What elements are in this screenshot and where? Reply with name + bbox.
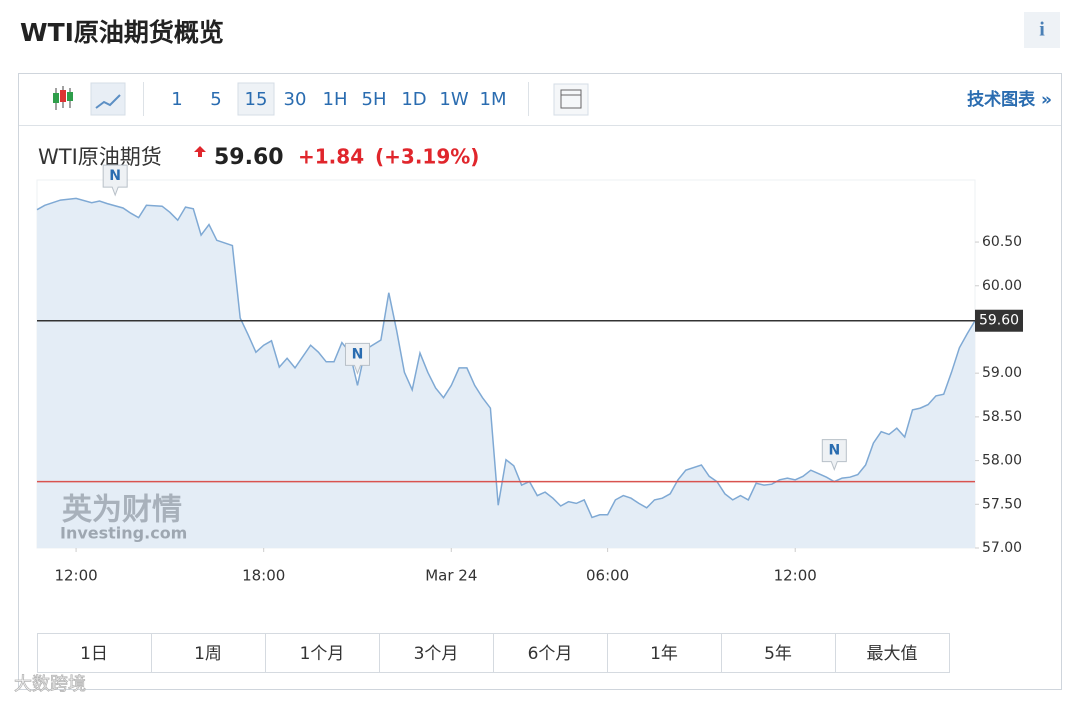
footer-watermark: 大数跨境 (14, 674, 86, 695)
range-label: 1年 (650, 644, 678, 664)
range-button[interactable] (265, 633, 380, 673)
interval-button[interactable]: 1D (401, 89, 426, 110)
news-marker-label: N (352, 346, 364, 362)
last-price-box (975, 309, 1023, 332)
range-label: 1周 (194, 644, 222, 664)
interval-button[interactable]: 30 (284, 89, 307, 110)
y-tick-label: 57.50 (982, 496, 1022, 512)
interval-button[interactable]: 1H (323, 89, 348, 110)
interval-button[interactable]: 1 (171, 89, 182, 110)
quote-name: WTI原油期货 (38, 145, 162, 169)
news-marker[interactable] (344, 342, 370, 375)
y-tick-label: 58.00 (982, 453, 1022, 469)
range-label: 1日 (80, 644, 108, 664)
line-icon (95, 94, 121, 109)
news-marker-label: N (109, 168, 121, 184)
range-label: 3个月 (414, 644, 459, 664)
candle-icon[interactable] (53, 86, 73, 110)
range-label: 1个月 (300, 644, 345, 664)
watermark-en: Investing.com (60, 524, 187, 543)
tech-chart-link[interactable]: 技术图表 » (967, 89, 1052, 110)
interval-button[interactable]: 5 (210, 89, 221, 110)
news-marker[interactable] (102, 164, 128, 197)
y-tick-label: 60.50 (982, 234, 1022, 250)
x-tick-label: 12:00 (774, 567, 817, 585)
quote-change-pct: (+3.19%) (375, 145, 479, 169)
x-tick-label: 12:00 (54, 567, 97, 585)
interval-button[interactable]: 15 (245, 89, 268, 110)
x-tick-label: Mar 24 (425, 567, 477, 585)
range-button[interactable] (835, 633, 950, 673)
range-label: 6个月 (528, 644, 573, 664)
range-button[interactable] (721, 633, 836, 673)
range-button[interactable] (379, 633, 494, 673)
x-tick-label: 18:00 (242, 567, 285, 585)
quote-price: 59.60 (214, 145, 284, 170)
y-tick-label: 60.00 (982, 278, 1022, 294)
range-button[interactable] (493, 633, 608, 673)
watermark-cn: 英为财情 (62, 493, 182, 528)
interval-button[interactable]: 5H (362, 89, 387, 110)
range-label: 最大值 (867, 644, 918, 664)
table-icon (560, 89, 582, 109)
price-line (36, 197, 976, 519)
up-arrow (194, 146, 206, 157)
info-button[interactable] (1024, 12, 1060, 48)
info-icon: i (1039, 19, 1045, 41)
page-title: WTI原油期货概览 (20, 18, 224, 47)
range-label: 5年 (764, 644, 792, 664)
interval-button[interactable]: 1W (439, 89, 468, 110)
table-button[interactable] (553, 83, 589, 116)
news-marker-label: N (828, 443, 840, 459)
line-icon-button[interactable] (90, 82, 126, 116)
news-marker[interactable] (821, 439, 847, 471)
x-tick-label: 06:00 (586, 567, 629, 585)
widget-frame (18, 73, 1062, 690)
range-button[interactable] (151, 633, 266, 673)
y-tick-label: 58.50 (982, 409, 1022, 425)
last-price-label: 59.60 (979, 313, 1019, 329)
quote-change: +1.84 (298, 145, 364, 169)
y-tick-label: 57.00 (982, 540, 1022, 556)
range-button[interactable] (607, 633, 722, 673)
y-tick-label: 59.00 (982, 365, 1022, 381)
interval-selected[interactable] (237, 82, 275, 116)
area-fill (37, 198, 975, 548)
interval-button[interactable]: 1M (480, 89, 507, 110)
